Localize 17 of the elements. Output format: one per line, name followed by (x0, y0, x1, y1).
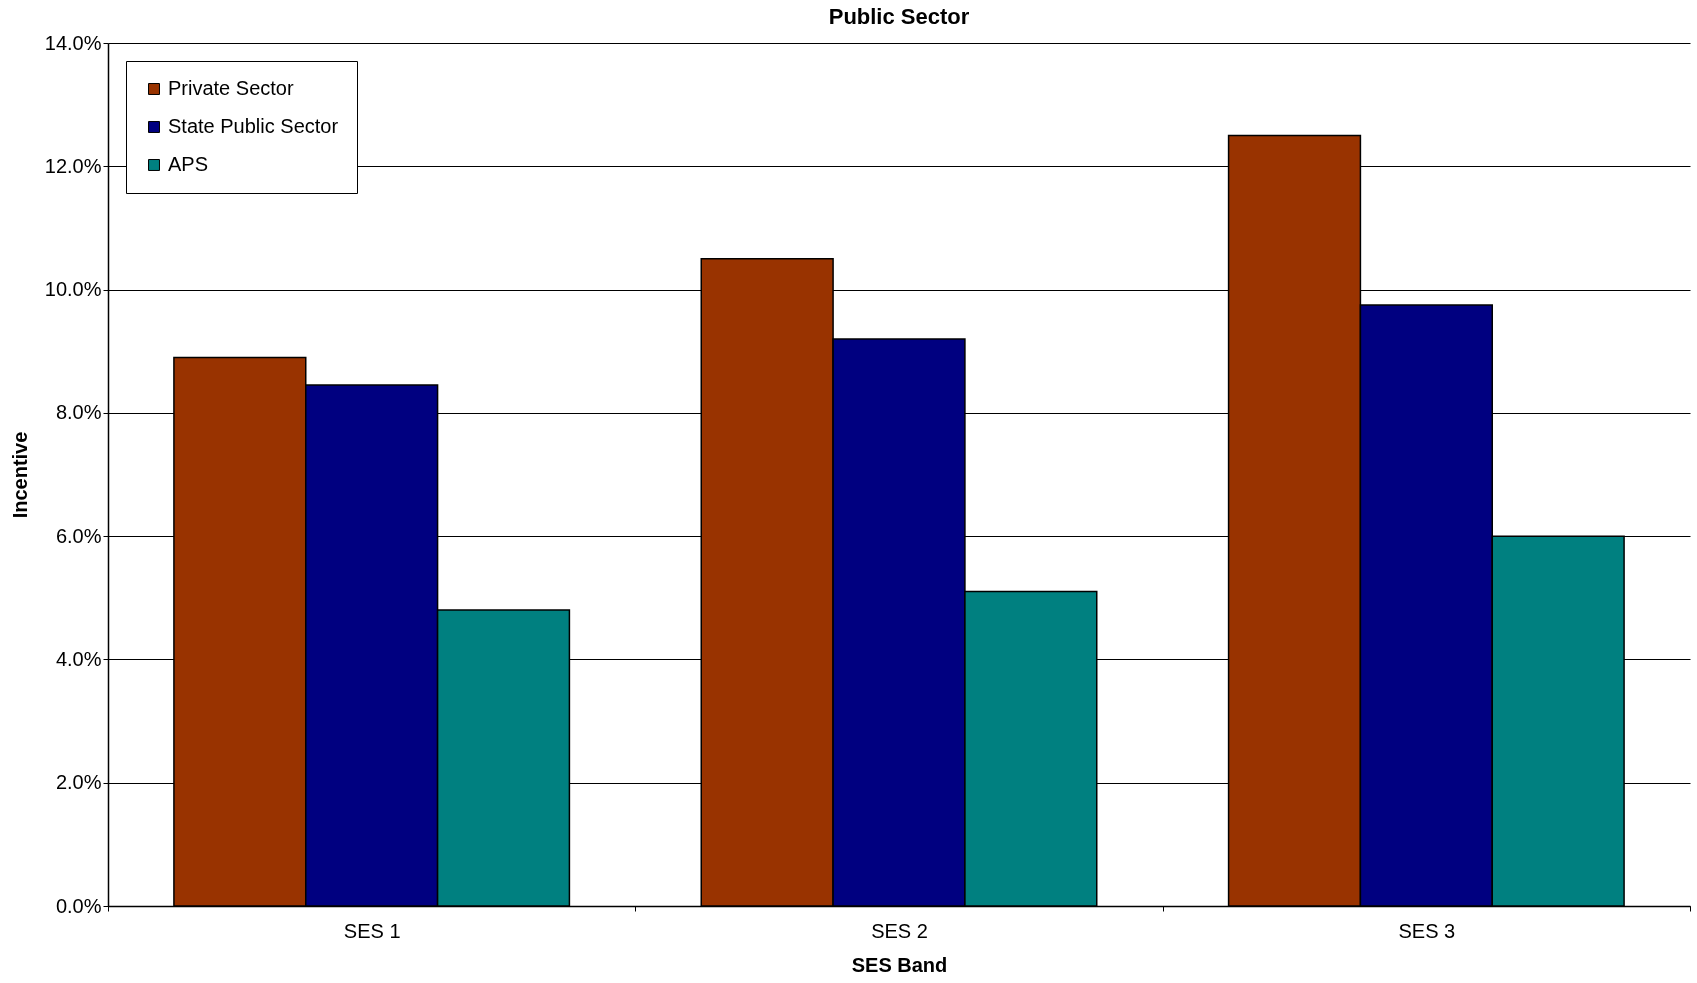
y-tick-label: 14.0% (44, 31, 102, 54)
x-tick-label: SES 2 (871, 919, 928, 942)
x-tick-label: SES 1 (343, 919, 401, 942)
legend-label: Private Sector (168, 77, 294, 99)
y-tick-label: 2.0% (55, 771, 102, 794)
legend-label: State Public Sector (168, 115, 339, 137)
y-tick-label: 10.0% (44, 278, 102, 301)
legend-label: APS (168, 153, 209, 175)
y-tick-label: 6.0% (55, 524, 102, 547)
y-tick-label: 12.0% (44, 154, 102, 177)
x-tick-label: SES 3 (1398, 919, 1456, 942)
chart-title: Public Sector (828, 4, 970, 29)
y-tick-label: 0.0% (55, 894, 102, 917)
y-tick-label: 8.0% (55, 401, 102, 424)
y-tick-label: 4.0% (55, 647, 102, 670)
x-axis-title: SES Band (851, 953, 948, 976)
y-axis-title: Incentive (8, 431, 31, 519)
